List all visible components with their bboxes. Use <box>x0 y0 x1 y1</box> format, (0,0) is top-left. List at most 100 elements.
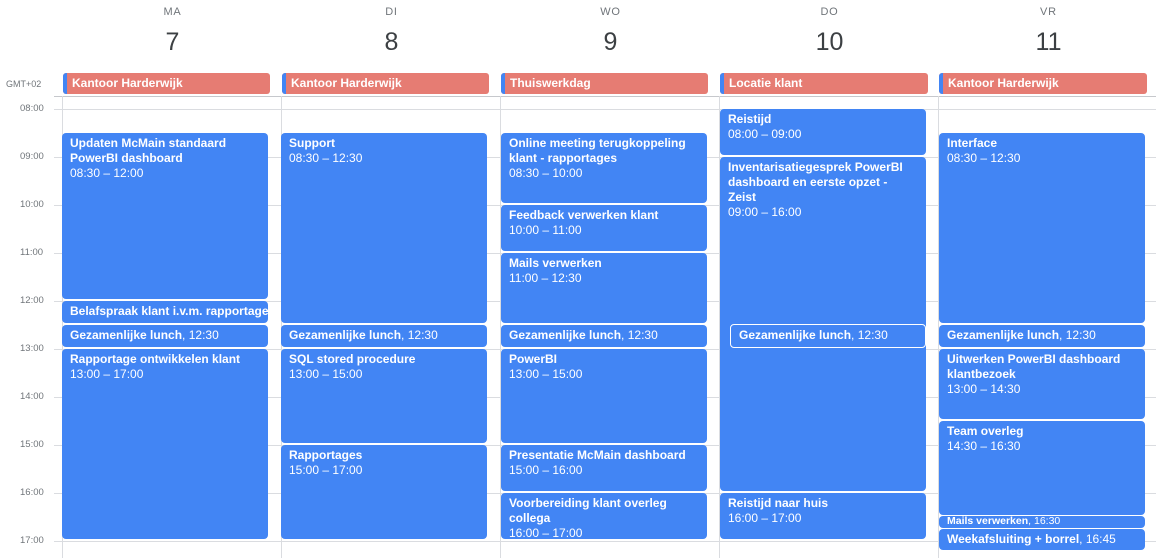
event-title: Mails verwerken <box>947 516 1029 527</box>
event-color-stripe <box>63 73 67 94</box>
event-title: Presentatie McMain dashboard <box>509 448 686 462</box>
timezone-label: GMT+02 <box>6 79 42 89</box>
event-time: 12:30 <box>627 328 658 342</box>
calendar-event[interactable]: Belafspraak klant i.v.m. rapportage, <box>62 301 268 323</box>
event-title: Voorbereiding klant overleg collega <box>509 496 667 525</box>
day-number[interactable]: 10 <box>815 28 844 56</box>
allday-event-title: Kantoor Harderwijk <box>72 76 183 90</box>
event-title: Rapportages <box>289 448 363 462</box>
event-color-stripe <box>501 73 505 94</box>
event-time: 12:30 <box>857 328 888 342</box>
calendar-event[interactable]: PowerBI 13:00 – 15:00 <box>501 349 707 443</box>
hour-line <box>54 109 1156 110</box>
hour-line <box>54 541 1156 542</box>
calendar-event[interactable]: Reistijd 08:00 – 09:00 <box>720 109 926 155</box>
event-time: 08:30 – 12:30 <box>947 151 1021 165</box>
event-title: Gezamenlijke lunch <box>947 328 1060 342</box>
event-title: Feedback verwerken klant <box>509 208 659 222</box>
calendar-event[interactable]: Gezamenlijke lunch, 12:30 <box>501 325 707 347</box>
allday-event[interactable]: Thuiswerkdag <box>501 73 708 94</box>
event-time: 12:30 <box>1065 328 1096 342</box>
calendar-event[interactable]: Mails verwerken, 16:30 <box>939 516 1145 528</box>
day-name: DO <box>820 6 839 18</box>
event-time: 09:00 – 16:00 <box>728 205 802 219</box>
hour-label: 12:00 <box>20 295 44 306</box>
calendar-event[interactable]: Gezamenlijke lunch, 12:30 <box>281 325 487 347</box>
event-time: 16:00 – 17:00 <box>728 511 802 525</box>
day-number[interactable]: 11 <box>1035 28 1062 56</box>
calendar-event[interactable]: Reistijd naar huis 16:00 – 17:00 <box>720 493 926 539</box>
hour-label: 08:00 <box>20 103 44 114</box>
event-title: PowerBI <box>509 352 558 366</box>
calendar-event[interactable]: Support 08:30 – 12:30 <box>281 133 487 323</box>
calendar-event[interactable]: Updaten McMain standaard PowerBI dashboa… <box>62 133 268 299</box>
calendar-event[interactable]: Feedback verwerken klant 10:00 – 11:00 <box>501 205 707 251</box>
calendar-event[interactable]: Mails verwerken 11:00 – 12:30 <box>501 253 707 323</box>
event-time: 13:00 – 15:00 <box>289 367 363 381</box>
event-title: Interface <box>947 136 998 150</box>
event-time: 15:00 – 17:00 <box>289 463 363 477</box>
column-divider <box>719 96 720 558</box>
event-color-stripe <box>282 73 286 94</box>
calendar-event[interactable]: Weekafsluiting + borrel, 16:45 <box>939 529 1145 550</box>
day-name: MA <box>163 6 182 18</box>
event-title: Updaten McMain standaard PowerBI dashboa… <box>70 136 227 165</box>
event-title: Gezamenlijke lunch <box>739 328 852 342</box>
calendar-event[interactable]: Rapportage ontwikkelen klant 13:00 – 17:… <box>62 349 268 539</box>
hour-label: 09:00 <box>20 151 44 162</box>
allday-event[interactable]: Kantoor Harderwijk <box>939 73 1147 94</box>
event-time: 16:00 – 17:00 <box>509 526 583 539</box>
event-time: 08:00 – 09:00 <box>728 127 802 141</box>
event-time: 10:00 – 11:00 <box>509 223 582 237</box>
event-time: 16:45 <box>1085 532 1116 546</box>
calendar-event[interactable]: Gezamenlijke lunch, 12:30 <box>939 325 1145 347</box>
hour-label: 14:00 <box>20 391 44 402</box>
event-title: Support <box>289 136 335 150</box>
event-time: 14:30 – 16:30 <box>947 439 1021 453</box>
event-title: Gezamenlijke lunch <box>289 328 402 342</box>
hour-label: 10:00 <box>20 199 44 210</box>
hour-label: 13:00 <box>20 343 44 354</box>
event-title: Online meeting terugkoppeling klant - ra… <box>509 136 686 165</box>
calendar-event[interactable]: Team overleg 14:30 – 16:30 <box>939 421 1145 515</box>
event-title: Reistijd <box>728 112 772 126</box>
calendar-event[interactable]: Gezamenlijke lunch, 12:30 <box>62 325 268 347</box>
event-title: Inventarisatiegesprek PowerBI dashboard … <box>728 160 903 204</box>
calendar-event[interactable]: SQL stored procedure 13:00 – 15:00 <box>281 349 487 443</box>
day-number[interactable]: 9 <box>603 28 618 56</box>
allday-event-title: Kantoor Harderwijk <box>948 76 1059 90</box>
allday-event[interactable]: Kantoor Harderwijk <box>63 73 270 94</box>
day-number[interactable]: 7 <box>165 28 180 56</box>
event-time: 08:30 – 12:00 <box>70 166 144 180</box>
event-title: Team overleg <box>947 424 1024 438</box>
event-time: 15:00 – 16:00 <box>509 463 583 477</box>
calendar-event[interactable]: Presentatie McMain dashboard 15:00 – 16:… <box>501 445 707 491</box>
calendar-event[interactable]: Rapportages 15:00 – 17:00 <box>281 445 487 539</box>
calendar-event[interactable]: Voorbereiding klant overleg collega 16:0… <box>501 493 707 539</box>
day-name: VR <box>1040 6 1057 18</box>
allday-event-title: Thuiswerkdag <box>510 76 591 90</box>
day-number[interactable]: 8 <box>384 28 399 56</box>
hour-label: 15:00 <box>20 439 44 450</box>
event-title: Uitwerken PowerBI dashboard klantbezoek <box>947 352 1121 381</box>
day-name: DI <box>385 6 398 18</box>
event-time: 16:30 <box>1033 516 1061 527</box>
allday-event[interactable]: Locatie klant <box>720 73 928 94</box>
calendar-event[interactable]: Online meeting terugkoppeling klant - ra… <box>501 133 707 203</box>
calendar-event[interactable]: Uitwerken PowerBI dashboard klantbezoek … <box>939 349 1145 419</box>
allday-divider <box>54 96 1156 97</box>
allday-event[interactable]: Kantoor Harderwijk <box>282 73 489 94</box>
event-title: Gezamenlijke lunch <box>70 328 183 342</box>
column-divider <box>938 96 939 558</box>
event-title: SQL stored procedure <box>289 352 416 366</box>
event-time: 12:30 <box>188 328 219 342</box>
calendar-event[interactable]: Gezamenlijke lunch, 12:30 <box>730 324 926 348</box>
hour-label: 16:00 <box>20 487 44 498</box>
event-title: Weekafsluiting + borrel <box>947 532 1080 546</box>
calendar-event[interactable]: Interface 08:30 – 12:30 <box>939 133 1145 323</box>
event-time: 12:30 <box>407 328 438 342</box>
event-title: Belafspraak klant i.v.m. rapportage, <box>70 304 268 318</box>
event-title: Mails verwerken <box>509 256 602 270</box>
event-title: Rapportage ontwikkelen klant <box>70 352 241 366</box>
allday-event-title: Kantoor Harderwijk <box>291 76 402 90</box>
